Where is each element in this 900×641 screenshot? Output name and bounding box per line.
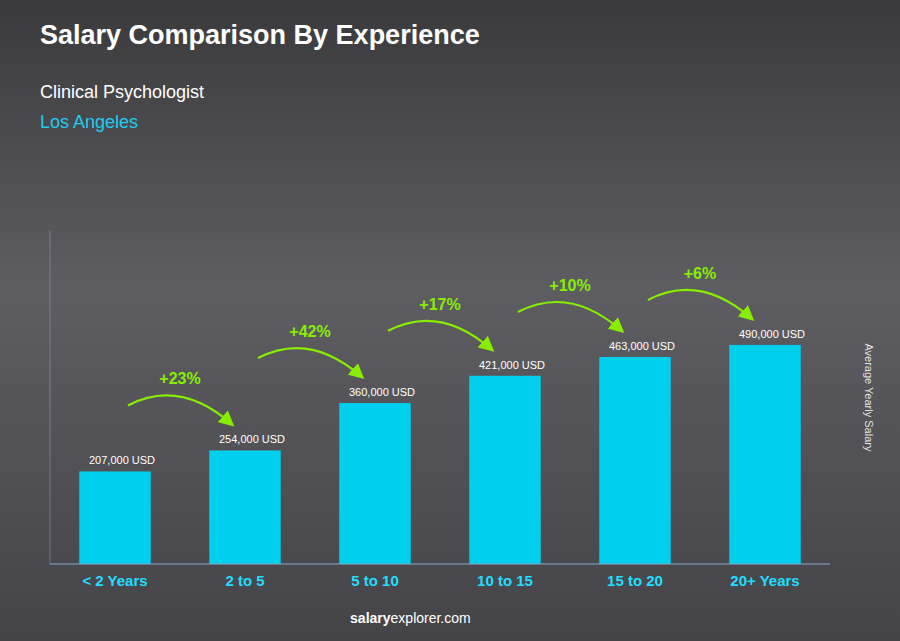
subtitle: Los Angeles (40, 112, 138, 132)
annotation-arrow (128, 395, 232, 424)
data-label: 421,000 USD (479, 359, 545, 371)
annotation-arrow (518, 302, 622, 331)
title: Salary Comparison By Experience (40, 20, 480, 50)
bar (599, 357, 671, 564)
x-tick-label: < 2 Years (82, 572, 147, 589)
data-label: 254,000 USD (219, 433, 285, 445)
annotation-arrow (388, 321, 492, 350)
annotation: +10% (549, 277, 590, 294)
footer: salaryexplorer.com (350, 610, 471, 626)
annotation-arrow (648, 290, 752, 319)
data-label: 360,000 USD (349, 386, 415, 398)
data-label: 207,000 USD (89, 454, 155, 466)
chart: Salary Comparison By Experience Clinical … (0, 0, 900, 641)
annotation: +6% (684, 265, 716, 282)
subtitle: Clinical Psychologist (40, 82, 204, 102)
x-tick-label: 10 to 15 (477, 572, 533, 589)
annotation: +23% (159, 370, 200, 387)
annotation: +17% (419, 296, 460, 313)
x-axis-line (50, 564, 830, 565)
data-label: 463,000 USD (609, 340, 675, 352)
x-tick-label: 15 to 20 (607, 572, 663, 589)
background (0, 0, 900, 641)
y-axis-line (50, 231, 51, 564)
bar (209, 450, 281, 564)
bars (79, 345, 801, 564)
footer-part: explorer.com (391, 610, 471, 626)
footer-part: salary (350, 610, 391, 626)
x-tick-label: 2 to 5 (225, 572, 264, 589)
annotation-arrow (258, 348, 362, 377)
x-tick-label: 5 to 10 (351, 572, 399, 589)
data-label: 490,000 USD (739, 328, 805, 340)
annotation: +42% (289, 323, 330, 340)
bar (79, 471, 151, 564)
y-axis-label: Average Yearly Salary (863, 343, 875, 452)
bar (339, 403, 411, 564)
bar (729, 345, 801, 564)
bar (469, 376, 541, 564)
x-tick-label: 20+ Years (730, 572, 799, 589)
